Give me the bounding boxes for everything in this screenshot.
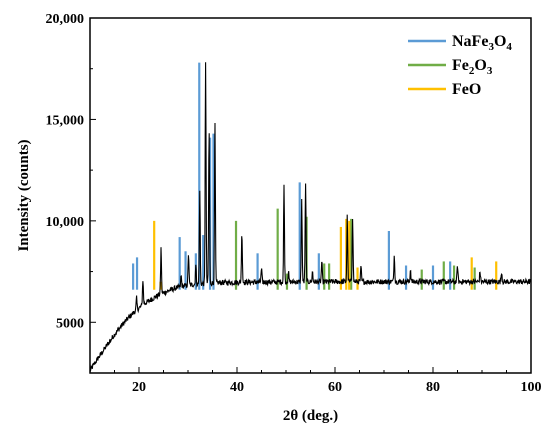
xrd-pattern-line xyxy=(89,62,532,372)
y-tick-label: 20,000 xyxy=(46,12,85,27)
x-axis-title: 2θ (deg.) xyxy=(283,408,338,424)
series-layer xyxy=(132,62,498,290)
y-axis-title: Intensity (counts) xyxy=(16,139,32,251)
x-tick-label: 60 xyxy=(328,380,342,395)
series-NaFe3O4 xyxy=(132,62,452,290)
y-tick-label: 5000 xyxy=(56,316,84,331)
x-tick-label: 80 xyxy=(426,380,440,395)
axis-layer: 20 40 60 80 100 5000 10,000 15,000 20,000 xyxy=(46,12,542,395)
pattern-layer xyxy=(89,62,532,372)
y-tick-label: 10,000 xyxy=(46,215,85,230)
legend-label-Fe2O3: Fe2O3 xyxy=(452,57,493,77)
y-tick-label: 15,000 xyxy=(46,113,85,128)
legend: NaFe3O4 Fe2O3 FeO xyxy=(408,33,512,98)
x-tick-label: 100 xyxy=(521,380,542,395)
x-tick-label: 20 xyxy=(132,380,146,395)
legend-label-FeO: FeO xyxy=(452,81,481,98)
legend-label-NaFe3O4: NaFe3O4 xyxy=(452,33,512,53)
series-Fe2O3 xyxy=(234,208,476,290)
x-tick-label: 40 xyxy=(230,380,244,395)
